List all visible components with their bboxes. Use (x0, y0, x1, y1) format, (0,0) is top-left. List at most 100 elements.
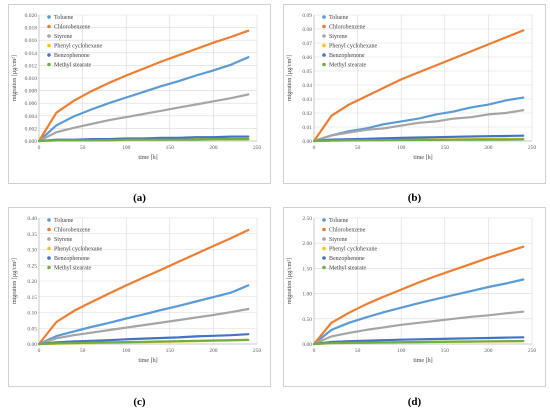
x-tick-label: 0 (38, 348, 41, 354)
x-tick-label: 250 (253, 145, 262, 151)
series-line (312, 336, 525, 346)
y-tick-label: 2.00 (302, 241, 312, 247)
series-line (37, 56, 250, 143)
series-line (37, 93, 250, 143)
legend-label: Benzophenone (54, 256, 90, 262)
x-tick-label: 0 (313, 348, 316, 354)
legend-label: Chlorobenzene (54, 228, 91, 234)
x-tick-label: 50 (355, 145, 361, 151)
legend-marker (322, 34, 326, 38)
x-tick-label: 100 (122, 348, 131, 354)
series-line (37, 307, 250, 346)
legend-marker (322, 53, 326, 57)
y-tick-label: 0.016 (25, 38, 38, 44)
legend-marker (47, 256, 51, 260)
y-tick-label: 0.03 (302, 97, 312, 103)
y-tick-label: 0.07 (302, 41, 312, 47)
series-line (312, 96, 525, 143)
x-tick-label: 100 (397, 145, 406, 151)
y-tick-label: 0.008 (25, 89, 38, 95)
x-tick-label: 250 (253, 348, 262, 354)
legend-label: Phenyl cyclohexane (329, 247, 377, 253)
legend-marker (322, 43, 326, 48)
legend-label: Phenyl cyclohexane (329, 44, 377, 50)
chart-svg-d: 0.00 0.50 1.00 1.50 2.00 2.50 0 50 100 150 200 250 t… (287, 216, 537, 364)
series-line (312, 278, 525, 346)
x-axis-label: time [h] (138, 358, 157, 364)
y-tick-label: 0.40 (27, 216, 37, 222)
legend-label: Chlorobenzene (329, 25, 366, 31)
chart-panel-a: 0.000 0.002 0.004 0.006 0.008 0.010 0.012 0.014… (8, 4, 271, 184)
legend-label: Styrene (329, 237, 348, 243)
legend-label: Benzophenone (329, 53, 365, 59)
chart-svg-a: 0.000 0.002 0.004 0.006 0.008 0.010 0.012 0.014… (12, 13, 262, 161)
legend-label: Benzophenone (54, 53, 90, 59)
legend-marker (322, 256, 326, 260)
x-axis-label: time [h] (413, 358, 432, 364)
legend-label: Toluene (329, 15, 349, 21)
legend-label: Phenyl cyclohexane (54, 247, 102, 253)
y-tick-label: 0.004 (25, 114, 38, 120)
series-line (37, 228, 250, 346)
y-tick-label: 0.006 (25, 101, 38, 107)
legend-marker (322, 237, 326, 241)
y-tick-label: 0.05 (27, 326, 37, 332)
x-tick-label: 0 (38, 145, 41, 151)
legend-marker (47, 34, 51, 38)
legend-marker (322, 246, 326, 251)
legend-marker (47, 246, 51, 251)
x-tick-label: 200 (209, 145, 218, 151)
y-tick-label: 0.012 (25, 63, 38, 69)
series-line (37, 333, 250, 346)
chart-svg-b: 0.00 0.01 0.02 0.03 0.04 0.05 0.06 0.07 0.08 0.09… (287, 13, 536, 161)
y-tick-label: 0.06 (302, 55, 312, 61)
series-line (312, 245, 525, 346)
legend-marker (322, 15, 326, 19)
y-tick-label: 0.30 (27, 248, 37, 254)
x-tick-label: 150 (441, 145, 450, 151)
y-tick-label: 0.020 (25, 13, 38, 19)
series-line (312, 138, 525, 143)
x-axis-label: time [h] (413, 155, 432, 161)
y-tick-label: 0.10 (27, 311, 37, 317)
legend-marker (47, 62, 51, 67)
y-tick-label: 0.002 (25, 126, 38, 132)
legend-label: Methyl stearate (329, 63, 366, 69)
x-tick-label: 50 (80, 145, 86, 151)
legend-marker (47, 265, 51, 270)
y-tick-label: 0.20 (27, 279, 37, 285)
series-line (312, 134, 525, 143)
x-tick-label: 200 (209, 348, 218, 354)
x-tick-label: 50 (355, 348, 361, 354)
y-tick-label: 0.25 (27, 263, 37, 269)
series-line (37, 29, 250, 143)
legend-label: Chlorobenzene (54, 25, 91, 31)
legend-marker (47, 24, 51, 29)
y-tick-label: 0.018 (25, 26, 38, 32)
x-tick-label: 200 (484, 145, 493, 151)
y-tick-label: 0.014 (25, 51, 38, 57)
legend-label: Toluene (54, 218, 74, 224)
legend-marker (322, 218, 326, 222)
series-line (312, 339, 525, 346)
legend-label: Methyl stearate (54, 63, 91, 69)
x-tick-label: 250 (528, 348, 537, 354)
y-tick-label: 0.00 (27, 342, 37, 348)
y-tick-label: 0.35 (27, 232, 37, 238)
legend-marker (322, 24, 326, 29)
chart-caption-b: (b) (407, 192, 422, 204)
legend-marker (322, 227, 326, 232)
chart-panel-b: 0.00 0.01 0.02 0.03 0.04 0.05 0.06 0.07 0.08 0.09… (283, 4, 546, 184)
x-tick-label: 200 (484, 348, 493, 354)
series-line (37, 284, 250, 346)
legend-label: Benzophenone (329, 256, 365, 262)
y-axis-label: migration [µg/cm²] (287, 258, 293, 304)
y-tick-label: 0.00 (302, 342, 312, 348)
legend-marker (47, 53, 51, 57)
legend-label: Methyl stearate (54, 266, 91, 272)
x-axis-label: time [h] (138, 155, 157, 161)
y-tick-label: 0.08 (302, 27, 312, 33)
chart-caption-c: (c) (133, 396, 146, 408)
x-tick-label: 150 (166, 145, 175, 151)
legend-label: Toluene (54, 15, 74, 21)
